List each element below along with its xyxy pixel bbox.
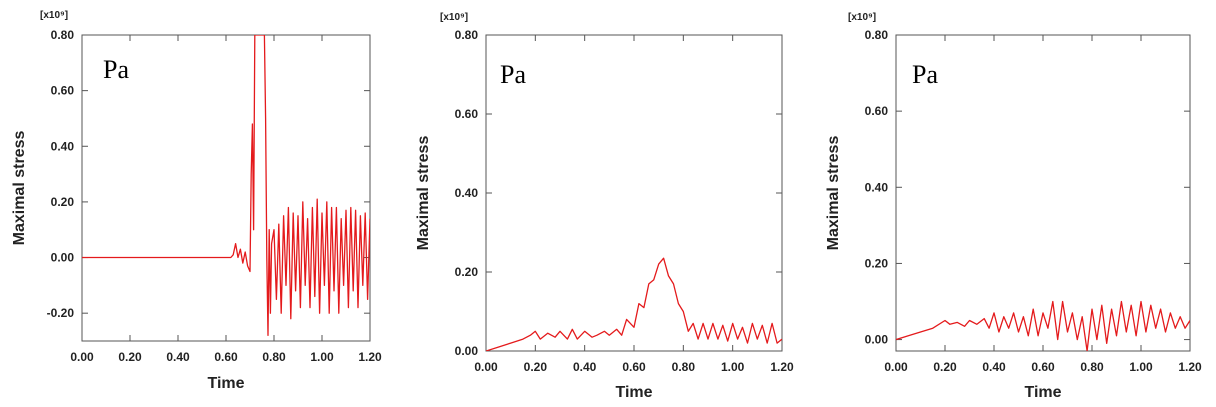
y-tick-label: 0.60	[51, 84, 75, 98]
y-multiplier-label: [x10⁹]	[440, 12, 468, 23]
y-tick-label: 0.00	[865, 333, 889, 347]
y-tick-label: 0.80	[455, 28, 479, 42]
x-axis-title: Time	[615, 384, 652, 401]
y-tick-label: 0.20	[865, 256, 889, 270]
y-axis-title: Maximal stress	[11, 131, 28, 246]
unit-annotation: Pa	[912, 60, 938, 89]
x-axis-title: Time	[207, 375, 244, 392]
x-tick-label: 0.00	[884, 360, 908, 374]
y-tick-label: 0.60	[455, 107, 479, 121]
x-tick-label: 0.00	[70, 350, 94, 364]
y-tick-label: 0.20	[51, 195, 75, 209]
x-tick-label: 1.00	[1129, 360, 1153, 374]
x-tick-label: 0.40	[982, 360, 1006, 374]
y-axis-title: Maximal stress	[825, 136, 842, 251]
plot-frame	[485, 34, 783, 352]
x-tick-label: 1.20	[1178, 360, 1202, 374]
plot-frame	[895, 34, 1191, 352]
y-tick-label: 0.40	[865, 180, 889, 194]
x-tick-label: 0.20	[118, 350, 142, 364]
y-tick-label: 0.00	[51, 251, 75, 265]
x-tick-label: 0.80	[1080, 360, 1104, 374]
unit-annotation: Pa	[500, 60, 526, 89]
x-tick-label: 0.60	[1031, 360, 1055, 374]
y-tick-label: 0.60	[865, 104, 889, 118]
y-multiplier-label: [x10⁹]	[40, 10, 68, 21]
y-tick-label: 0.80	[51, 28, 75, 42]
x-tick-label: 0.40	[166, 350, 190, 364]
y-tick-label: -0.20	[47, 306, 75, 320]
x-tick-label: 0.80	[262, 350, 286, 364]
y-tick-label: 0.80	[865, 28, 889, 42]
x-tick-label: 0.20	[933, 360, 957, 374]
x-tick-label: 1.20	[358, 350, 382, 364]
x-tick-label: 1.20	[770, 360, 794, 374]
chart-3: 0.00 0.20 0.40 0.60 0.80 1.00 1.20 0.00 0.20 0.40…	[825, 12, 1202, 401]
chart-2: 0.00 0.20 0.40 0.60 0.80 1.00 1.20 0.00 0.20 0.40…	[415, 12, 794, 401]
y-multiplier-label: [x10⁹]	[848, 12, 876, 23]
x-tick-label: 0.80	[672, 360, 696, 374]
x-tick-label: 0.00	[474, 360, 498, 374]
x-tick-label: 0.60	[622, 360, 646, 374]
unit-annotation: Pa	[103, 55, 129, 84]
series-line	[82, 35, 370, 337]
x-tick-label: 0.40	[573, 360, 597, 374]
series-line	[896, 300, 1190, 351]
x-tick-label: 1.00	[721, 360, 745, 374]
x-tick-label: 1.00	[310, 350, 334, 364]
y-tick-label: 0.20	[455, 265, 479, 279]
y-tick-label: 0.40	[455, 186, 479, 200]
y-axis-title: Maximal stress	[415, 136, 432, 251]
chart-1: 0.00 0.20 0.40 0.60 0.80 1.00 1.20 -0.20 0.00 0.2…	[11, 10, 382, 392]
y-tick-label: 0.40	[51, 139, 75, 153]
series-line	[486, 257, 782, 351]
x-axis-title: Time	[1024, 384, 1061, 401]
x-tick-label: 0.20	[524, 360, 548, 374]
y-tick-label: 0.00	[455, 344, 479, 358]
x-tick-label: 0.60	[214, 350, 238, 364]
